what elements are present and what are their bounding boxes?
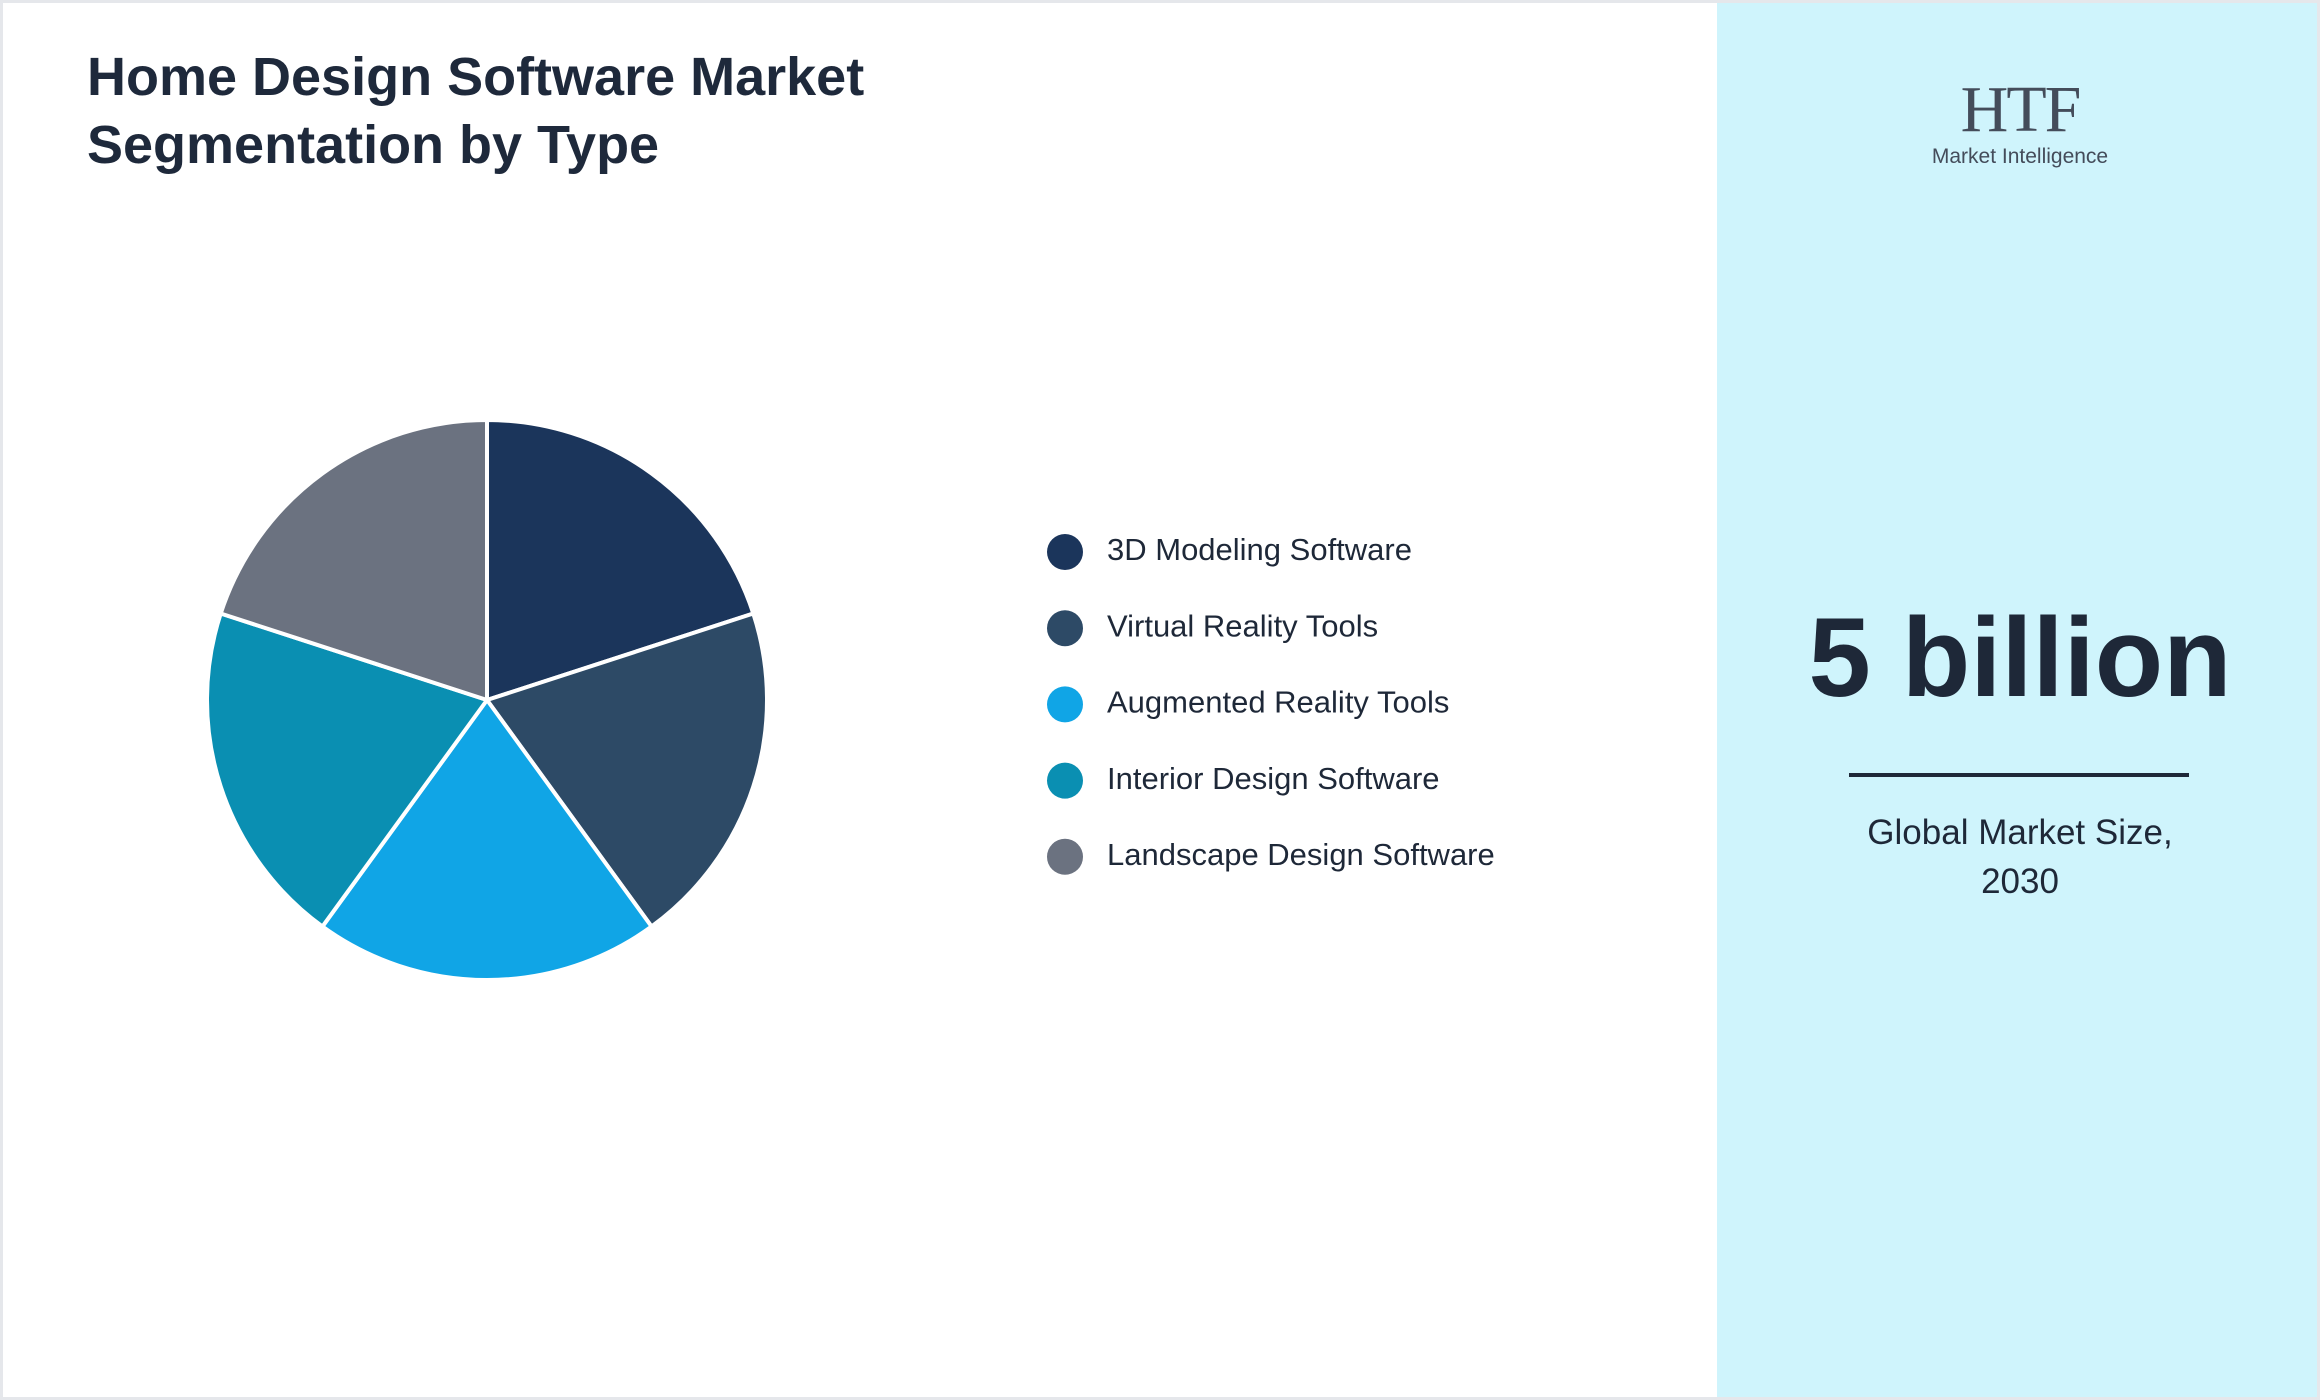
caption-line: Global Market Size, xyxy=(1867,813,2173,852)
chart: 3D Modeling Software Virtual Reality Tool… xyxy=(205,417,1495,982)
pie-slice xyxy=(205,610,491,930)
highlight-caption: Global Market Size, 2030 xyxy=(1717,808,2317,906)
legend-swatch xyxy=(1047,534,1083,570)
logo-text: HTF xyxy=(1960,73,2082,146)
legend-swatch xyxy=(1047,762,1083,799)
legend-swatch xyxy=(1047,838,1083,875)
pie-slice xyxy=(483,610,769,930)
legend-label: Landscape Design Software xyxy=(1107,837,1495,872)
pie-slice xyxy=(218,417,489,703)
divider xyxy=(1849,773,2189,777)
side-panel: HTF Market Intelligence 5 billion Global… xyxy=(1717,3,2317,1397)
pie-slice xyxy=(485,417,756,703)
caption-line: 2030 xyxy=(1981,862,2059,901)
legend-label: Virtual Reality Tools xyxy=(1107,608,1378,643)
logo: HTF Market Intelligence xyxy=(1717,73,2317,169)
chart-title: Home Design Software Market Segmentation… xyxy=(87,47,865,175)
legend-label: Augmented Reality Tools xyxy=(1107,685,1449,720)
legend-label: 3D Modeling Software xyxy=(1107,532,1412,567)
pie-slice xyxy=(319,696,655,982)
logo-subtext: Market Intelligence xyxy=(1931,145,2109,168)
highlight-value: 5 billion xyxy=(1808,595,2232,720)
legend-swatch xyxy=(1047,686,1083,723)
legend-swatch xyxy=(1047,610,1083,647)
legend-label: Interior Design Software xyxy=(1107,761,1440,796)
